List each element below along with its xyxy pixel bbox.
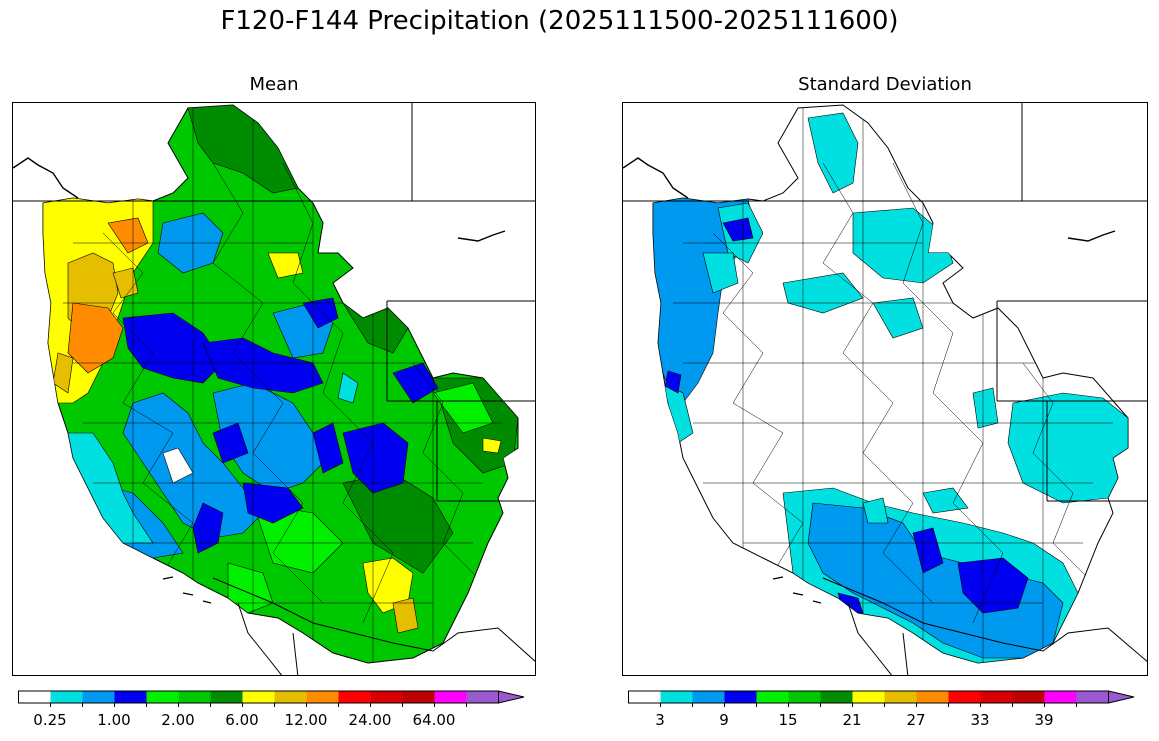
colorbar-swatch bbox=[1044, 691, 1077, 703]
colorbar-tick-label: 1.00 bbox=[97, 711, 131, 729]
colorbar-tick-label: 9 bbox=[719, 711, 729, 729]
colorbar-swatch bbox=[466, 691, 499, 703]
mean-panel-title: Mean bbox=[249, 74, 299, 95]
colorbar-swatch bbox=[1076, 691, 1109, 703]
colorbar-swatch bbox=[1012, 691, 1045, 703]
colorbar-swatch bbox=[370, 691, 403, 703]
colorbar-tick-label: 3 bbox=[655, 711, 665, 729]
stddev-map-panel[interactable] bbox=[622, 102, 1148, 676]
colorbar-outline bbox=[628, 690, 1109, 704]
colorbar-swatch bbox=[114, 691, 147, 703]
stddev-panel-title: Standard Deviation bbox=[798, 74, 972, 95]
stddev-map bbox=[623, 103, 1147, 675]
stddev-colorbar bbox=[628, 690, 1135, 707]
colorbar-swatch bbox=[242, 691, 275, 703]
colorbar-extend-arrow bbox=[498, 690, 525, 704]
colorbar-swatch bbox=[820, 691, 853, 703]
colorbar-swatch bbox=[628, 691, 661, 703]
colorbar-tick-label: 0.25 bbox=[33, 711, 67, 729]
colorbar-tick-label: 12.00 bbox=[284, 711, 328, 729]
colorbar-swatch bbox=[306, 691, 339, 703]
colorbar-swatch bbox=[274, 691, 307, 703]
mean-colorbar bbox=[18, 690, 525, 707]
colorbar-swatch bbox=[50, 691, 83, 703]
colorbar-tick-label: 33 bbox=[970, 711, 990, 729]
colorbar-swatch bbox=[788, 691, 821, 703]
mean-map-panel[interactable] bbox=[12, 102, 536, 676]
colorbar-swatch bbox=[884, 691, 917, 703]
colorbar-swatch bbox=[178, 691, 211, 703]
colorbar-swatch bbox=[756, 691, 789, 703]
colorbar-swatch bbox=[82, 691, 115, 703]
colorbar-swatch bbox=[18, 691, 51, 703]
colorbar-tick-label: 27 bbox=[906, 711, 926, 729]
colorbar-tick-label: 6.00 bbox=[225, 711, 259, 729]
colorbar-tick-label: 15 bbox=[778, 711, 798, 729]
colorbar-swatch bbox=[402, 691, 435, 703]
colorbar-swatch bbox=[980, 691, 1013, 703]
colorbar-tick-label: 64.00 bbox=[412, 711, 456, 729]
colorbar-outline bbox=[18, 690, 499, 704]
mean-map bbox=[13, 103, 535, 675]
colorbar-tick-label: 24.00 bbox=[348, 711, 392, 729]
colorbar-tick-label: 21 bbox=[842, 711, 862, 729]
colorbar-swatch bbox=[146, 691, 179, 703]
colorbar-extend-arrow bbox=[1108, 690, 1135, 704]
figure-title: F120-F144 Precipitation (2025111500-2025… bbox=[220, 6, 899, 36]
colorbar-swatch bbox=[434, 691, 467, 703]
colorbar-swatch bbox=[210, 691, 243, 703]
colorbar-swatch bbox=[338, 691, 371, 703]
colorbar-swatch bbox=[852, 691, 885, 703]
colorbar-tick-label: 39 bbox=[1034, 711, 1054, 729]
colorbar-swatch bbox=[916, 691, 949, 703]
colorbar-swatch bbox=[692, 691, 725, 703]
colorbar-swatch bbox=[660, 691, 693, 703]
colorbar-swatch bbox=[724, 691, 757, 703]
colorbar-swatch bbox=[948, 691, 981, 703]
colorbar-tick-label: 2.00 bbox=[161, 711, 195, 729]
